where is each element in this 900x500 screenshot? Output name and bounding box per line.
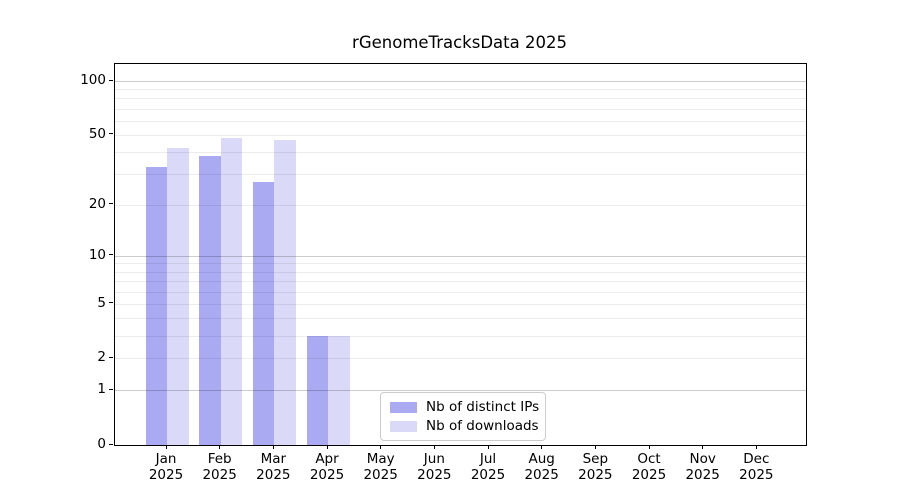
gridline-minor-80 [115,98,806,100]
legend: Nb of distinct IPs Nb of downloads [380,392,546,441]
gridline-minor-70 [115,108,806,110]
x-tickmark-may [380,445,382,449]
x-tickmark-jun [433,445,435,449]
legend-swatch-downloads [390,421,417,432]
gridline-minor-50 [115,134,806,136]
gridline-major-1 [115,390,806,392]
y-tick-label-0: 0 [97,436,106,452]
bar-nb-of-distinct-ips-feb [199,156,221,445]
plot-area: Nb of distinct IPs Nb of downloads [114,63,807,446]
x-tickmark-feb [219,445,221,449]
gridline-minor-4 [115,318,806,320]
x-tick-label-nov: Nov 2025 [685,451,720,483]
legend-label-downloads: Nb of downloads [426,418,539,434]
legend-label-distinct-ips: Nb of distinct IPs [426,399,540,415]
gridline-major-10 [115,255,806,257]
y-tickmark-5 [109,302,113,304]
gridline-major-100 [115,81,806,82]
legend-swatch-distinct-ips [390,402,417,413]
x-tick-label-oct: Oct 2025 [631,451,667,483]
bar-nb-of-downloads-feb [220,138,243,445]
x-tickmark-jul [487,445,489,449]
x-tickmark-jan [165,445,167,449]
y-tick-label-5: 5 [97,294,106,311]
x-tickmark-apr [326,445,328,449]
x-tickmark-mar [272,445,274,449]
legend-item-distinct-ips: Nb of distinct IPs [390,399,540,416]
x-tick-label-mar: Mar 2025 [256,451,291,483]
legend-item-downloads: Nb of downloads [390,418,539,435]
bar-nb-of-distinct-ips-mar [252,182,275,445]
y-tickmark-100 [109,79,113,81]
gridline-minor-30 [115,174,806,176]
y-tick-label-50: 50 [88,125,106,142]
y-tickmark-20 [109,203,113,205]
chart-title: rGenomeTracksData 2025 [352,33,567,52]
x-tick-label-feb: Feb 2025 [202,451,237,483]
gridline-minor-40 [115,152,806,154]
bar-nb-of-distinct-ips-apr [306,335,328,445]
y-tickmark-50 [109,133,113,135]
x-tick-label-jun: Jun 2025 [417,451,452,483]
gridline-minor-7 [115,280,806,282]
bar-nb-of-downloads-jan [167,148,189,445]
x-tick-label-jul: Jul 2025 [470,451,506,483]
gridline-minor-5 [115,303,806,305]
y-tick-label-20: 20 [88,195,106,212]
gridline-minor-6 [115,291,806,293]
grid-layer [115,64,806,445]
x-tickmark-dec [755,445,757,449]
y-tickmark-10 [109,254,113,256]
y-tick-label-2: 2 [97,349,106,366]
x-tick-label-sep: Sep 2025 [578,451,613,483]
x-tickmark-nov [702,445,704,449]
y-tickmark-1 [109,388,113,390]
gridline-minor-9 [115,263,806,265]
y-tick-label-10: 10 [88,246,106,263]
x-tick-label-apr: Apr 2025 [309,451,345,483]
gridline-minor-20 [115,204,806,206]
gridline-minor-60 [115,120,806,122]
x-tick-label-dec: Dec 2025 [739,451,774,483]
x-tickmark-sep [594,445,596,449]
bar-nb-of-downloads-apr [328,335,350,445]
gridline-minor-2 [115,358,806,360]
y-tick-label-100: 100 [80,72,106,88]
x-tick-label-jan: Jan 2025 [148,451,184,483]
x-tickmark-oct [648,445,650,449]
gridline-minor-8 [115,271,806,273]
bars-layer [115,64,806,445]
x-tick-label-aug: Aug 2025 [524,451,559,483]
gridline-minor-3 [115,335,806,337]
gridline-minor-90 [115,89,806,91]
y-tick-label-1: 1 [97,381,106,398]
y-tickmark-2 [109,356,113,358]
bar-nb-of-downloads-mar [274,139,296,445]
x-tickmark-aug [541,445,543,449]
y-tickmark-0 [109,443,113,445]
bar-nb-of-distinct-ips-jan [145,166,167,445]
x-tick-label-may: May 2025 [363,451,398,483]
